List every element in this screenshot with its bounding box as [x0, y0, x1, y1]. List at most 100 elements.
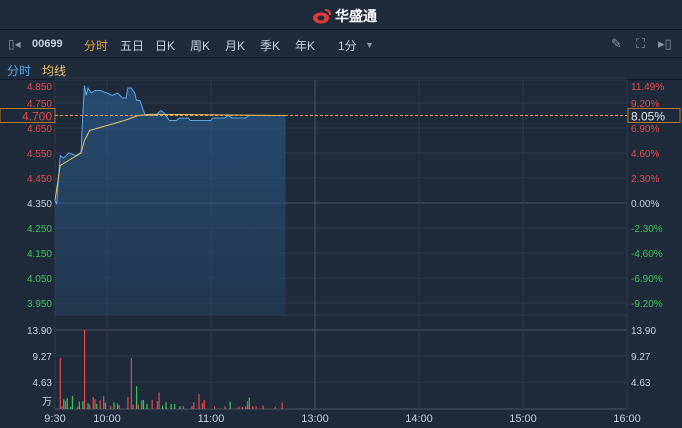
volume-bar [174, 403, 176, 409]
volume-bar [63, 399, 65, 409]
volume-bar [109, 406, 112, 409]
pct-tick-label: 2.30% [631, 174, 659, 185]
volume-bar [255, 406, 257, 409]
pencil-icon[interactable]: ✎ [611, 36, 622, 51]
pct-tick-label: 6.90% [631, 124, 659, 135]
price-tick-label: 4.450 [27, 174, 52, 185]
volume-bar [135, 386, 138, 409]
volume-bar [179, 406, 181, 409]
volume-unit-label: 万 [42, 397, 52, 408]
volume-bar [245, 406, 247, 409]
volume-bar [82, 401, 84, 409]
volume-bar [87, 403, 89, 409]
volume-bar [274, 406, 276, 409]
title-bar: 华盛通 [0, 0, 682, 30]
stock-code: 00699 [32, 38, 63, 50]
volume-tick-label: 9.27 [33, 352, 53, 363]
volume-bar [151, 399, 153, 409]
volume-bar [238, 406, 240, 409]
volume-bar [241, 406, 243, 409]
volume-bar [137, 404, 139, 409]
time-tick-label: 11:00 [198, 413, 225, 425]
brand-logo: 华盛通 [312, 6, 377, 26]
volume-tick-label: 13.90 [27, 326, 52, 337]
time-tick-label: 10:00 [93, 413, 121, 425]
volume-bar [142, 399, 145, 409]
volume-bar [170, 403, 172, 409]
pct-tick-label: -6.90% [631, 274, 663, 285]
volume-bar [246, 401, 249, 409]
toolbar: ▯◂ 00699 分时 五日 日K 周K 月K 季K 年K 1分 ▼ [0, 31, 682, 58]
volume-bar [161, 405, 164, 409]
volume-bar [92, 397, 94, 409]
volume-bar [66, 398, 68, 409]
time-tick-label: 14:00 [405, 413, 433, 425]
interval-select[interactable]: 1分 [338, 39, 357, 53]
volume-bar [191, 406, 193, 409]
volume-bar [127, 397, 129, 409]
brand-name: 华盛通 [335, 8, 377, 24]
price-tick-label: 4.550 [27, 149, 52, 160]
pct-tick-label: 9.20% [631, 99, 659, 110]
volume-bar [132, 404, 134, 409]
volume-bar [201, 403, 204, 409]
tab-five-day[interactable]: 五日 [120, 39, 145, 53]
current-pct-label: 8.05% [631, 110, 665, 124]
price-tick-label: 3.950 [27, 299, 52, 310]
time-tick-label: 15:00 [509, 413, 537, 425]
tab-fenshi[interactable]: 分时 [84, 39, 109, 53]
volume-bar [118, 405, 120, 409]
volume-bar [77, 406, 79, 409]
current-pct-box [627, 108, 681, 123]
volume-bar [156, 401, 158, 409]
tab-week-k[interactable]: 周K [190, 39, 211, 53]
volume-bar [248, 397, 250, 409]
pct-tick-label: 11.49% [631, 82, 664, 93]
tab-day-k[interactable]: 日K [155, 39, 176, 53]
collapse-left-icon[interactable]: ▯◂ [8, 37, 21, 51]
pct-tick-label: -9.20% [631, 299, 663, 310]
volume-bar [78, 401, 80, 409]
volume-tick-label: 4.63 [33, 378, 53, 389]
volume-bar [71, 395, 74, 409]
tab-quarter-k[interactable]: 季K [260, 39, 281, 53]
volume-bar [193, 402, 195, 409]
expand-right-icon[interactable]: ▸▯ [658, 36, 672, 51]
volume-bar [252, 406, 254, 409]
volume-bar [99, 400, 101, 409]
volume-bar [83, 330, 86, 409]
time-tick-label: 9:30 [44, 413, 65, 425]
volume-tick-label-right: 9.27 [631, 352, 651, 363]
volume-bar [182, 406, 184, 409]
current-price-box [0, 108, 56, 123]
price-tick-label: 4.250 [27, 224, 52, 235]
volume-bar [116, 403, 119, 409]
price-tick-label: 4.650 [27, 124, 52, 135]
volume-bar [262, 405, 264, 409]
volume-bar [224, 406, 226, 409]
volume-bar [64, 400, 67, 409]
time-tick-label: 13:00 [301, 413, 329, 425]
pct-tick-label: 4.60% [631, 149, 659, 160]
time-tick-label: 16:00 [613, 413, 641, 425]
volume-tick-label-right: 13.90 [631, 326, 656, 337]
volume-bar [146, 403, 148, 409]
price-area [55, 85, 286, 315]
volume-tick-label-right: 4.63 [631, 378, 651, 389]
volume-bar [203, 399, 205, 409]
current-price-label: 4.700 [22, 110, 52, 124]
volume-bar [158, 392, 160, 409]
volume-bar [94, 399, 96, 409]
pct-tick-label: 0.00% [631, 199, 659, 210]
volume-bar [61, 406, 63, 409]
volume-bar [96, 403, 98, 409]
tab-month-k[interactable]: 月K [225, 39, 246, 53]
volume-bar [70, 406, 72, 409]
price-tick-label: 4.850 [27, 82, 52, 93]
fullscreen-icon[interactable]: ⛶ [636, 36, 646, 51]
volume-bar [229, 401, 231, 409]
dropdown-arrow-icon[interactable]: ▼ [365, 40, 374, 50]
tab-year-k[interactable]: 年K [295, 39, 316, 53]
legend-avg: 均线 [42, 64, 67, 78]
